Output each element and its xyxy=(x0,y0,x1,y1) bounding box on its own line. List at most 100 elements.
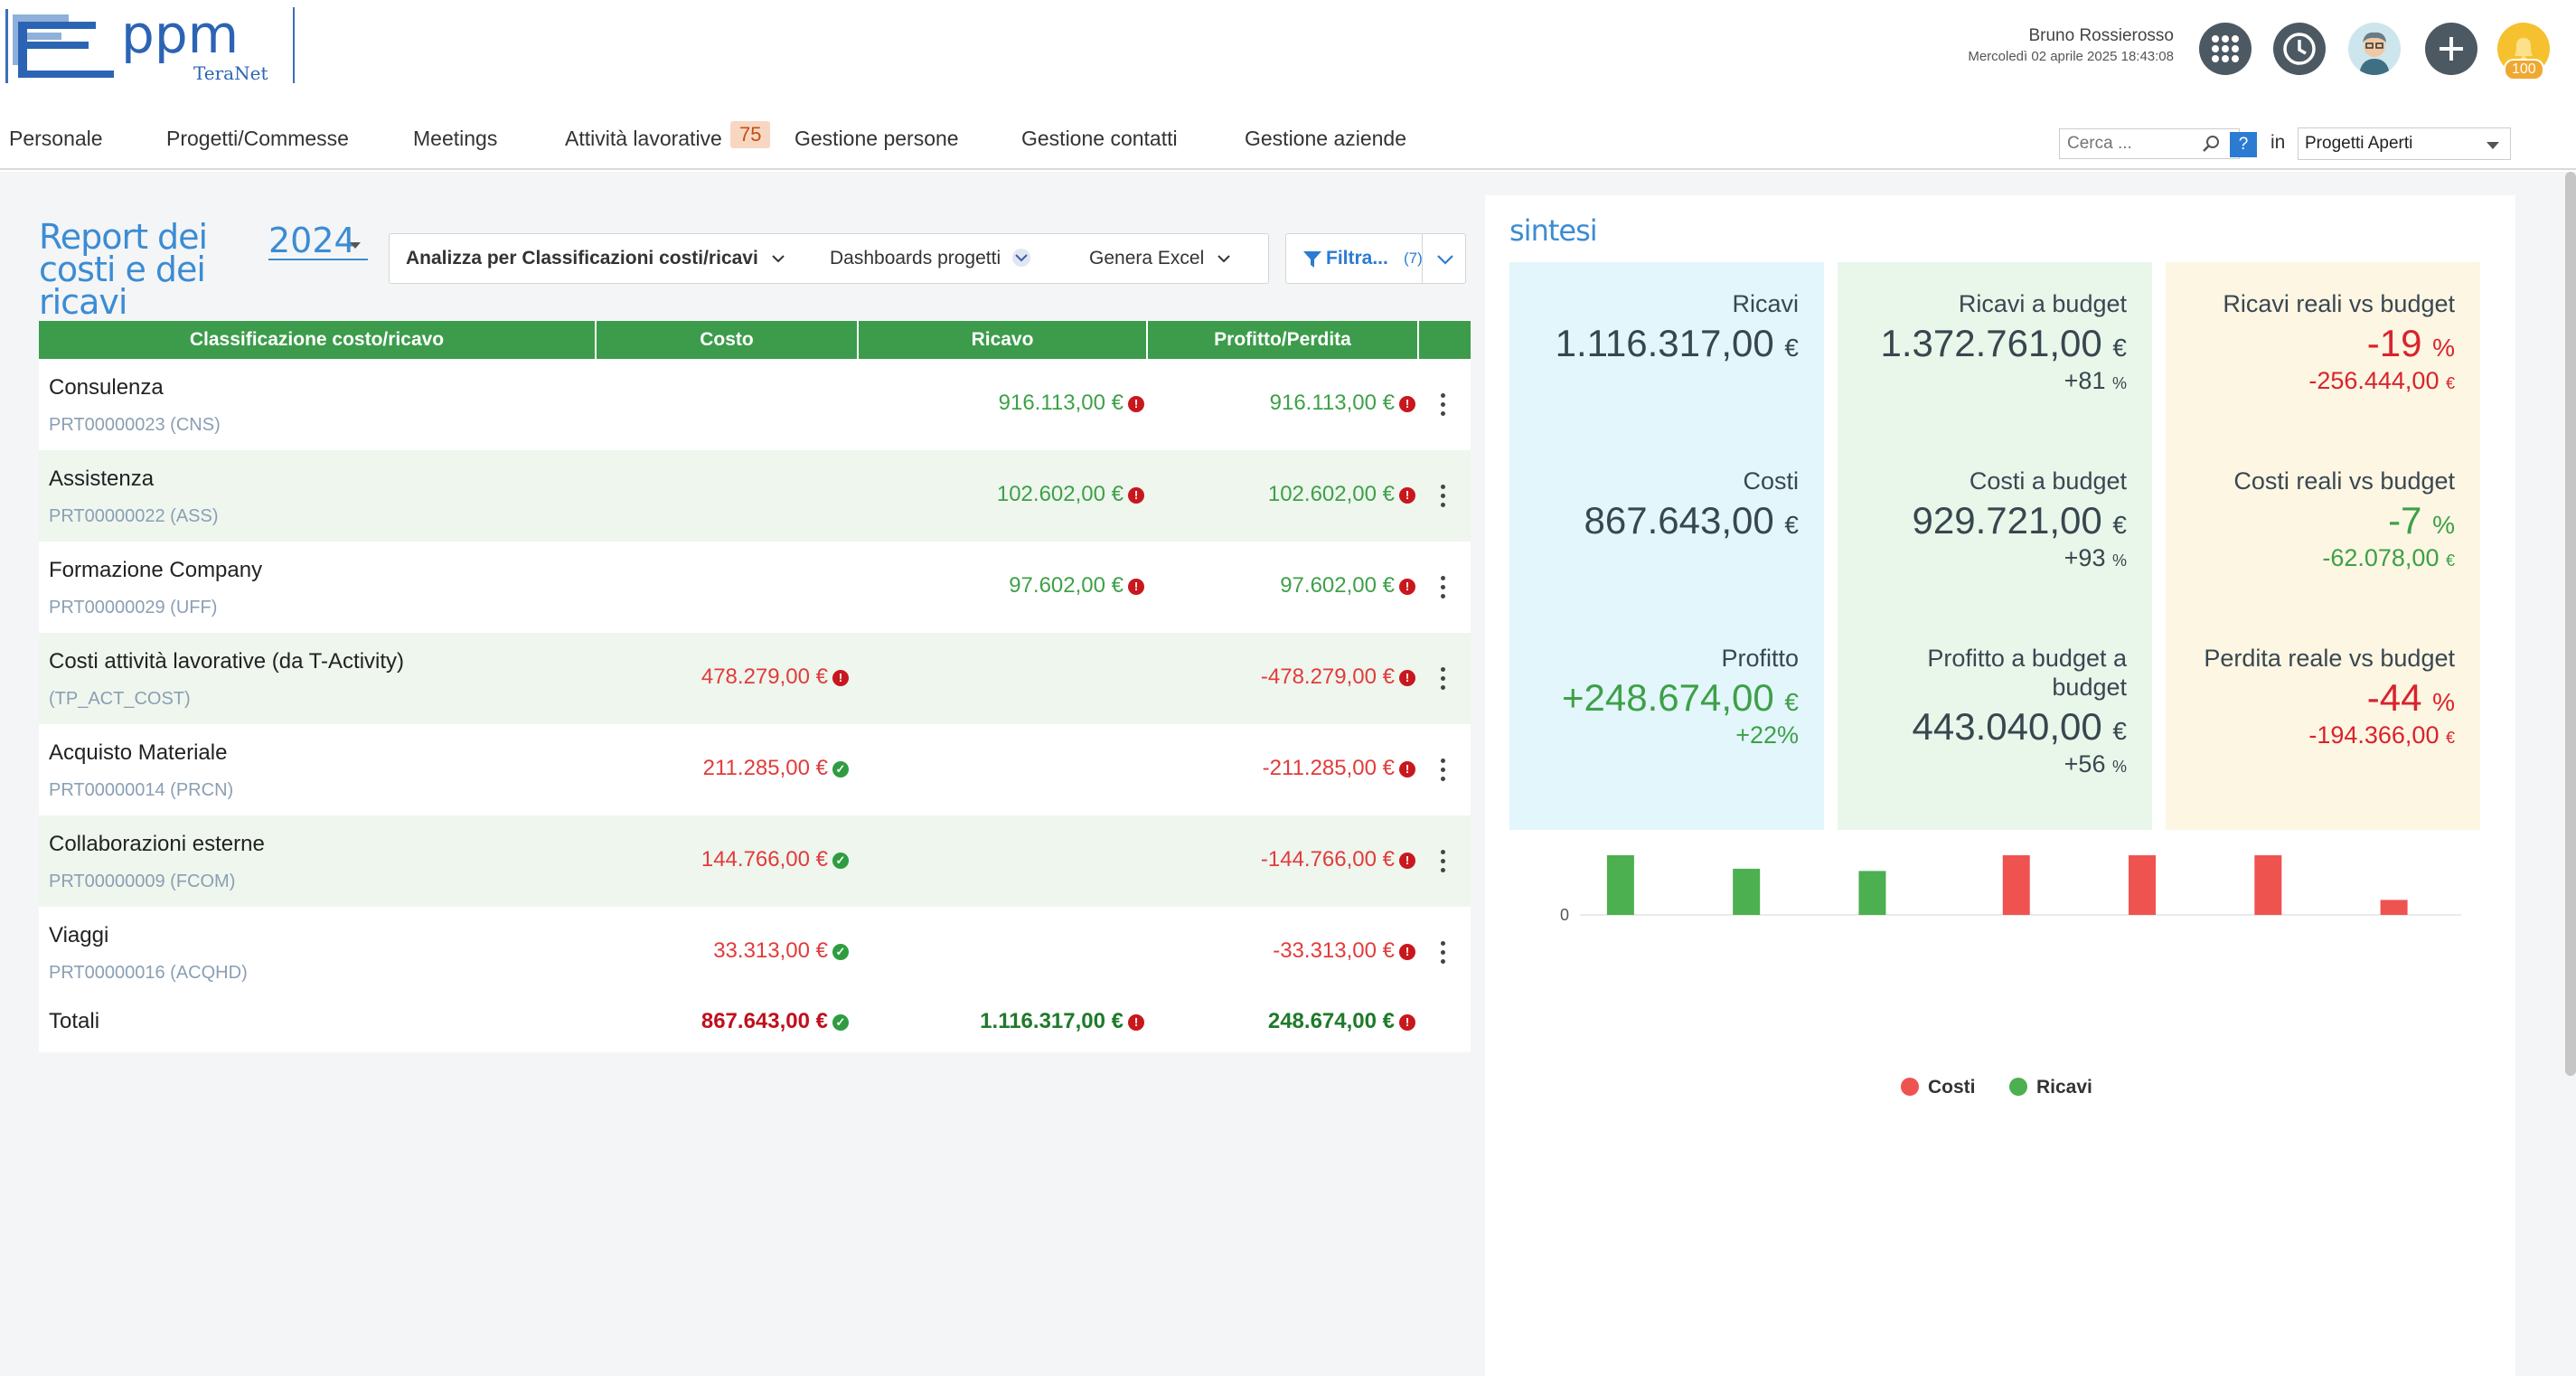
chevron-down-icon xyxy=(350,242,361,249)
analyze-dropdown[interactable]: Analizza per Classificazioni costi/ricav… xyxy=(406,248,785,269)
chart-bar xyxy=(2380,900,2408,915)
user-avatar[interactable] xyxy=(2348,23,2401,75)
row-profit: -33.313,00 €! xyxy=(1273,938,1415,964)
row-revenue: 97.602,00 €! xyxy=(1009,573,1144,598)
table-totals-row: Totali 867.643,00 € ✓ 1.116.317,00 €! 248… xyxy=(39,998,1471,1052)
search-icon[interactable] xyxy=(2202,134,2222,158)
clock-icon[interactable] xyxy=(2273,23,2326,75)
search-help-button[interactable]: ? xyxy=(2230,132,2257,157)
alert-status-icon: ! xyxy=(1399,396,1415,412)
kpi-value: +248.674,00 € xyxy=(1562,676,1799,719)
row-cost: 144.766,00 € ✓ xyxy=(701,847,849,872)
row-actions-icon[interactable] xyxy=(1441,850,1446,873)
row-code: PRT00000016 (ACQHD) xyxy=(49,963,248,983)
kpi-label: Ricavi a budget xyxy=(1958,290,2127,317)
user-name: Bruno Rossierosso xyxy=(2028,26,2174,45)
kpi-profitto: Profitto +248.674,00 € +22% xyxy=(1562,644,1799,749)
row-actions-icon[interactable] xyxy=(1441,667,1446,691)
alert-status-icon: ! xyxy=(1399,944,1415,960)
nav-gestione-persone[interactable]: Gestione persone xyxy=(794,127,959,150)
variance-card: Ricavi reali vs budget -19 % -256.444,00… xyxy=(2166,262,2480,830)
kpi-label: Costi a budget xyxy=(1969,467,2127,495)
nav-attivita-lavorative[interactable]: Attività lavorative xyxy=(565,127,722,150)
row-profit: 916.113,00 €! xyxy=(1270,391,1415,416)
filter-count: (7) xyxy=(1404,250,1423,267)
year-select[interactable]: 2024 xyxy=(268,221,368,260)
page-title: Report dei costi e dei ricavi xyxy=(39,217,208,322)
kpi-perdita-vs-budget: Perdita reale vs budget -44 % -194.366,0… xyxy=(2204,644,2455,749)
filter-divider xyxy=(1422,234,1423,283)
row-profit: 97.602,00 €! xyxy=(1280,573,1415,598)
nav-gestione-aziende[interactable]: Gestione aziende xyxy=(1245,127,1407,150)
chevron-down-icon[interactable] xyxy=(1436,253,1454,266)
alert-status-icon: ! xyxy=(1399,579,1415,595)
notifications-count-badge: 100 xyxy=(2504,59,2544,80)
dashboards-dropdown[interactable]: Dashboards progetti xyxy=(830,248,1031,269)
kpi-value: -19 % xyxy=(2366,322,2455,364)
row-code: PRT00000009 (FCOM) xyxy=(49,872,236,891)
user-info: Bruno Rossierosso Mercoledì 02 aprile 20… xyxy=(1968,26,2174,64)
kpi-value: 929.721,00 € xyxy=(1912,499,2127,542)
table-row[interactable]: Assistenza PRT00000022 (ASS) 102.602,00 €!… xyxy=(39,450,1471,542)
kpi-label: Costi xyxy=(1743,467,1799,495)
row-profit: 102.602,00 €! xyxy=(1268,482,1415,507)
nav-gestione-contatti[interactable]: Gestione contatti xyxy=(1021,127,1178,150)
ok-status-icon: ✓ xyxy=(832,853,849,869)
filter-button[interactable]: Filtra... (7) xyxy=(1285,233,1466,284)
kpi-sub: +56 % xyxy=(2064,750,2127,778)
chart-bar xyxy=(1858,871,1886,915)
add-icon[interactable] xyxy=(2425,23,2477,75)
excel-dropdown[interactable]: Genera Excel xyxy=(1089,248,1231,269)
alert-status-icon: ! xyxy=(1399,853,1415,869)
row-profit: -211.285,00 €! xyxy=(1263,756,1415,781)
search-scope-value: Progetti Aperti xyxy=(2305,134,2413,153)
apps-grid-icon[interactable] xyxy=(2199,23,2252,75)
table-row[interactable]: Collaborazioni esterne PRT00000009 (FCOM)… xyxy=(39,815,1471,907)
row-actions-icon[interactable] xyxy=(1441,941,1446,965)
table-row[interactable]: Costi attività lavorative (da T-Activity… xyxy=(39,633,1471,724)
nav-personale[interactable]: Personale xyxy=(9,127,103,150)
kpi-profitto-budget: Profitto a budget a budget 443.040,00 € +… xyxy=(1913,644,2127,778)
column-header-cost[interactable]: Costo xyxy=(597,321,859,359)
chart-bar xyxy=(2002,699,2030,915)
column-header-actions xyxy=(1419,321,1471,359)
table-row[interactable]: Formazione Company PRT00000029 (UFF) 97.60… xyxy=(39,542,1471,633)
alert-status-icon: ! xyxy=(1128,1014,1144,1031)
kpi-value: -7 % xyxy=(2388,499,2455,542)
row-actions-icon[interactable] xyxy=(1441,485,1446,508)
search-scope-select[interactable]: Progetti Aperti xyxy=(2298,127,2511,160)
page-scrollbar[interactable] xyxy=(2565,172,2576,1076)
ppm-logo[interactable]: ppm TeraNet xyxy=(5,4,295,87)
row-cost: 478.279,00 €! xyxy=(701,664,849,690)
ok-status-icon: ✓ xyxy=(832,944,849,960)
chart-y-tick-label: 0 xyxy=(1560,906,1569,924)
row-actions-icon[interactable] xyxy=(1441,576,1446,599)
column-header-classification[interactable]: Classificazione costo/ricavo xyxy=(39,321,597,359)
kpi-ricavi-vs-budget: Ricavi reali vs budget -19 % -256.444,00… xyxy=(2223,289,2455,395)
row-code: PRT00000023 (CNS) xyxy=(49,415,221,435)
search-input[interactable] xyxy=(2059,128,2240,159)
filter-label: Filtra... xyxy=(1326,248,1388,269)
row-actions-icon[interactable] xyxy=(1441,393,1446,417)
kpi-value: -44 % xyxy=(2366,676,2455,719)
table-row[interactable]: Consulenza PRT00000023 (CNS) 916.113,00 €!… xyxy=(39,359,1471,450)
column-header-revenue[interactable]: Ricavo xyxy=(859,321,1148,359)
kpi-costi-budget: Costi a budget 929.721,00 € +93 % xyxy=(1913,467,2127,572)
current-date: Mercoledì 02 aprile 2025 18:43:08 xyxy=(1968,49,2174,64)
row-code: PRT00000022 (ASS) xyxy=(49,506,219,526)
table-row[interactable]: Viaggi PRT00000016 (ACQHD) 33.313,00 € ✓ -33… xyxy=(39,907,1471,998)
row-name: Assistenza xyxy=(49,467,155,491)
dashboards-label: Dashboards progetti xyxy=(830,248,1001,269)
cost-revenue-table: Classificazione costo/ricavo Costo Ricav… xyxy=(39,321,1471,1052)
nav-progetti-commesse[interactable]: Progetti/Commesse xyxy=(166,127,349,150)
table-row[interactable]: Acquisto Materiale PRT00000014 (PRCN) 211.… xyxy=(39,724,1471,815)
summary-title: sintesi xyxy=(1509,213,1598,248)
chart-bar xyxy=(1606,502,1634,915)
kpi-label: Perdita reale vs budget xyxy=(2204,645,2455,672)
column-header-profit[interactable]: Profitto/Perdita xyxy=(1148,321,1419,359)
nav-meetings[interactable]: Meetings xyxy=(413,127,498,150)
kpi-label: Ricavi reali vs budget xyxy=(2223,290,2455,317)
kpi-value: 867.643,00 € xyxy=(1584,499,1799,542)
chart-bar xyxy=(2254,849,2282,915)
row-actions-icon[interactable] xyxy=(1441,759,1446,782)
